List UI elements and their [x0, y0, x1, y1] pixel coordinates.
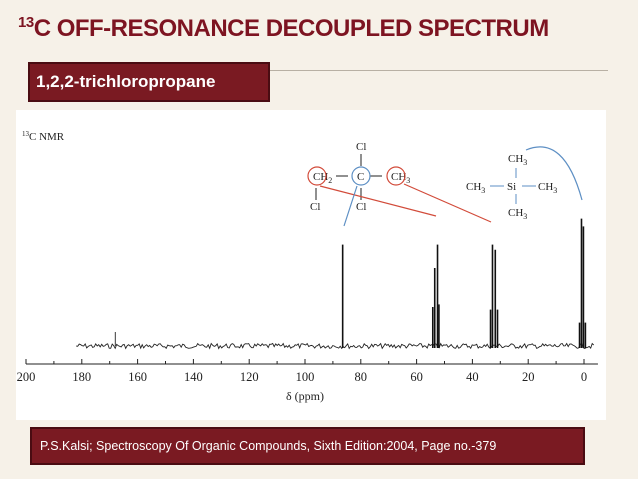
- x-tick-label-20: 20: [522, 370, 535, 384]
- spectrum-baseline: [76, 342, 595, 350]
- nmr-spectrum-chart: 13C NMR Cl CH2 C CH3 Cl Cl CH3 CH3: [17, 130, 598, 403]
- highlight-ch3-circle: [386, 166, 406, 186]
- structure-cl-top: Cl: [356, 141, 366, 153]
- tms-ch3-bottom: CH3: [508, 207, 527, 221]
- structure-ch3: CH3: [391, 171, 410, 185]
- tms-si: Si: [507, 181, 516, 193]
- x-tick-label-100: 100: [296, 370, 315, 384]
- compound-label-box: 1,2,2-trichloropropane: [28, 62, 270, 102]
- structure-cl-ch2: Cl: [310, 201, 320, 213]
- citation-text: P.S.Kalsi; Spectroscopy Of Organic Compo…: [40, 439, 497, 453]
- structure-tms: CH3 CH3 Si CH3 CH3: [466, 146, 583, 221]
- chart-title: 13C NMR: [22, 130, 65, 143]
- x-tick-label-200: 200: [17, 370, 36, 384]
- nmr-figure: 13C NMR Cl CH2 C CH3 Cl Cl CH3 CH3: [16, 110, 606, 420]
- x-tick-label-140: 140: [184, 370, 203, 384]
- tms-ch3-right: CH3: [538, 181, 557, 195]
- structure-trichloropropane: Cl CH2 C CH3 Cl Cl: [307, 141, 492, 227]
- pointer-c-to-peak: [343, 185, 358, 227]
- title-superscript: 13: [18, 14, 34, 31]
- x-tick-label-40: 40: [466, 370, 479, 384]
- title-divider: [270, 70, 608, 71]
- x-axis: 200 180 160 140 120 100 80 60 40 20 0δ (ppm): [17, 359, 598, 403]
- x-tick-label-60: 60: [410, 370, 423, 384]
- x-tick-label-0: 0: [581, 370, 587, 384]
- structure-c: C: [357, 171, 364, 183]
- title-main: C OFF-RESONANCE DECOUPLED SPECTRUM: [33, 15, 550, 42]
- pointer-ch2-to-peak: [319, 185, 437, 217]
- x-tick-label-160: 160: [128, 370, 147, 384]
- x-tick-label-80: 80: [355, 370, 368, 384]
- x-tick-label-120: 120: [240, 370, 259, 384]
- structure-ch2: CH2: [313, 171, 332, 185]
- highlight-ch2-circle: [307, 166, 327, 186]
- x-tick-label-180: 180: [72, 370, 91, 384]
- tms-ch3-left: CH3: [466, 181, 485, 195]
- compound-name: 1,2,2-trichloropropane: [36, 72, 216, 91]
- pointer-tms-to-peak: [525, 146, 583, 201]
- x-axis-label: δ (ppm): [286, 389, 324, 403]
- structure-cl-bottom: Cl: [356, 201, 366, 213]
- slide-title: 13C OFF-RESONANCE DECOUPLED SPECTRUM: [18, 14, 549, 43]
- pointer-ch3-to-peak: [403, 183, 492, 223]
- citation-box: P.S.Kalsi; Spectroscopy Of Organic Compo…: [30, 427, 585, 465]
- highlight-c-circle: [351, 166, 371, 186]
- tms-ch3-top: CH3: [508, 153, 527, 167]
- spectrum-plot: [76, 218, 595, 350]
